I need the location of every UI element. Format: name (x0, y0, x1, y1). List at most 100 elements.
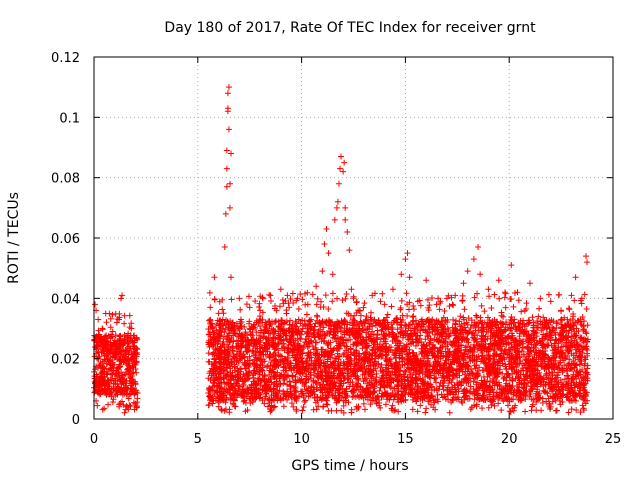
data-point (107, 315, 114, 322)
data-point (509, 332, 516, 339)
data-point (584, 322, 591, 329)
data-point (343, 343, 350, 350)
data-point (370, 385, 377, 392)
data-point (105, 401, 112, 408)
data-point (474, 290, 481, 297)
data-point (568, 350, 575, 357)
data-point (498, 407, 505, 414)
data-point (113, 369, 120, 376)
data-point (334, 350, 341, 357)
data-point (439, 394, 446, 401)
data-point (571, 297, 578, 304)
data-point (566, 327, 573, 334)
data-point (543, 398, 550, 405)
data-point (95, 327, 102, 334)
data-points (91, 84, 591, 416)
data-point (459, 297, 466, 304)
data-point (128, 373, 135, 380)
data-point (301, 342, 308, 349)
data-point (109, 371, 116, 378)
data-point (529, 314, 536, 321)
data-point (536, 305, 543, 312)
data-point (107, 358, 114, 365)
data-point (297, 291, 304, 298)
data-point (368, 309, 375, 316)
data-point (329, 290, 336, 297)
data-point (309, 291, 316, 298)
data-point (386, 383, 393, 390)
data-point (130, 354, 137, 361)
data-point (101, 337, 108, 344)
data-point (481, 308, 488, 315)
data-point (104, 339, 111, 346)
data-point (324, 401, 331, 408)
data-point (377, 364, 384, 371)
data-point (342, 295, 349, 302)
data-point (325, 407, 332, 414)
data-point (473, 313, 480, 320)
data-point (347, 379, 354, 386)
data-point (315, 403, 322, 410)
data-point (107, 347, 114, 354)
data-point (253, 329, 260, 336)
data-point (357, 318, 364, 325)
data-point (515, 297, 522, 304)
data-point (91, 373, 98, 380)
data-point (120, 401, 127, 408)
data-point (117, 353, 124, 360)
data-point (579, 402, 586, 409)
data-point (130, 332, 137, 339)
data-point (117, 337, 124, 344)
data-point (91, 378, 98, 385)
data-point (297, 336, 304, 343)
data-point (402, 321, 409, 328)
data-point (284, 292, 291, 299)
data-point (108, 370, 115, 377)
data-point (389, 324, 396, 331)
data-point (124, 347, 131, 354)
data-point (97, 361, 104, 368)
data-point (263, 363, 270, 370)
data-point (583, 305, 590, 312)
data-point (523, 300, 530, 307)
data-point (102, 345, 109, 352)
data-point (425, 307, 432, 314)
data-point (110, 380, 117, 387)
data-point (484, 314, 491, 321)
data-point (478, 302, 485, 309)
data-point (317, 304, 324, 311)
data-point (248, 332, 255, 339)
data-point (121, 312, 128, 319)
data-point (121, 331, 128, 338)
data-point (568, 406, 575, 413)
data-point (99, 376, 106, 383)
data-point (403, 290, 410, 297)
data-point (498, 312, 505, 319)
data-point (112, 310, 119, 317)
data-point (131, 355, 138, 362)
data-point (339, 370, 346, 377)
data-point (310, 406, 317, 413)
data-point (573, 406, 580, 413)
data-point (524, 343, 531, 350)
data-point (116, 348, 123, 355)
data-point (122, 380, 129, 387)
data-point (362, 406, 369, 413)
data-point (280, 403, 287, 410)
data-point (134, 346, 141, 353)
data-point (130, 385, 137, 392)
data-point (553, 407, 560, 414)
data-point (506, 374, 513, 381)
data-point (134, 395, 141, 402)
data-point (209, 400, 216, 407)
data-point (125, 351, 132, 358)
data-point (367, 401, 374, 408)
data-point (395, 408, 402, 415)
data-point (134, 390, 141, 397)
data-point (508, 296, 515, 303)
data-point (521, 307, 528, 314)
data-point (262, 373, 269, 380)
data-point (564, 373, 571, 380)
data-point (280, 380, 287, 387)
data-point (398, 297, 405, 304)
